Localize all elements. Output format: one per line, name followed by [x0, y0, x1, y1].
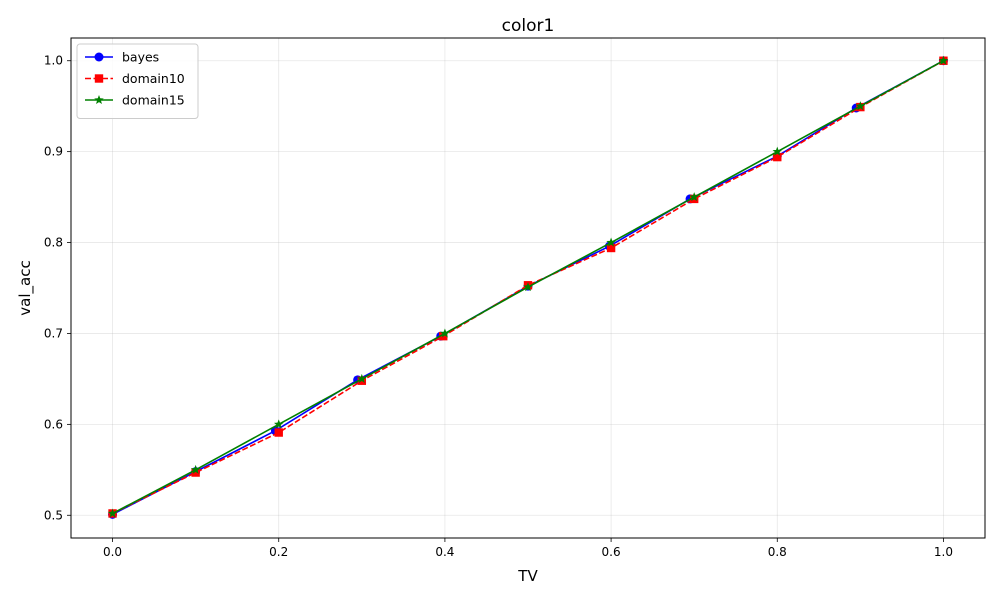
data-point-domain15	[190, 464, 201, 474]
series-domain15	[107, 55, 949, 518]
y-tick-label: 0.7	[44, 326, 63, 340]
x-tick-label: 1.0	[934, 545, 953, 559]
legend-marker-domain10	[94, 74, 104, 83]
x-tick-label: 0.0	[103, 545, 122, 559]
y-axis-label: val_acc	[16, 260, 35, 315]
x-tick-label: 0.6	[602, 545, 621, 559]
chart-title: color1	[502, 16, 555, 36]
x-tick-label: 0.4	[435, 545, 454, 559]
y-tick-label: 0.9	[44, 145, 63, 159]
data-point-domain15	[357, 373, 367, 383]
x-tick-label: 0.8	[768, 545, 787, 559]
legend-marker-domain15	[94, 95, 104, 105]
plot-frame	[70, 37, 986, 539]
data-point-domain15	[523, 282, 533, 292]
data-point-domain15	[855, 101, 866, 111]
x-axis-label: TV	[517, 567, 538, 585]
data-point-domain15	[606, 237, 616, 247]
data-point-domain10	[191, 468, 200, 477]
legend-label-domain15: domain15	[122, 93, 185, 108]
series-line-domain10	[112, 60, 944, 515]
x-tick-label: 0.2	[269, 545, 288, 559]
y-tick-label: 1.0	[44, 54, 63, 68]
legend-marker-bayes	[94, 52, 104, 62]
grid	[71, 38, 985, 538]
data-point-domain10	[773, 152, 782, 162]
series-layer	[107, 55, 949, 519]
legend-label-bayes: bayes	[122, 50, 159, 65]
y-tick-label: 0.8	[44, 236, 63, 250]
data-point-domain15	[273, 419, 284, 429]
y-tick-label: 0.5	[44, 508, 63, 522]
data-point-domain10	[606, 243, 616, 253]
data-point-domain15	[107, 508, 118, 518]
legend: bayes domain10 domain15	[76, 43, 199, 119]
data-point-domain10	[274, 428, 283, 437]
data-point-domain15	[772, 146, 783, 156]
data-point-domain15	[440, 328, 450, 338]
y-tick-label: 0.6	[44, 417, 63, 431]
data-point-domain15	[689, 192, 699, 202]
ticks: 0.0 0.2 0.4 0.6 0.8 1.0 0.5 0.6 0.7 0.8 0.9 1.0	[44, 54, 953, 559]
legend-label-domain10: domain10	[122, 71, 185, 86]
data-point-domain15	[938, 55, 949, 65]
